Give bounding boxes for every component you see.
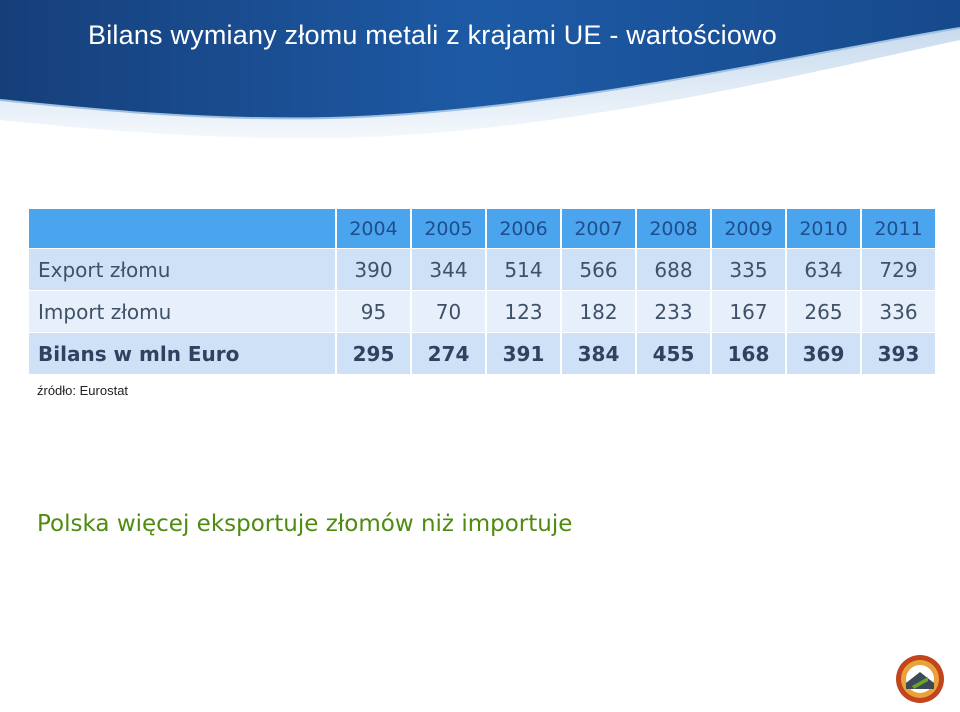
table-cell: 369 <box>787 333 860 375</box>
table-cell: 274 <box>412 333 485 375</box>
table-cell: 335 <box>712 249 785 291</box>
conclusion-text: Polska więcej eksportuje złomów niż impo… <box>37 511 573 537</box>
year-header: 2011 <box>862 209 935 249</box>
table-cell: 167 <box>712 291 785 333</box>
table-cell: 455 <box>637 333 710 375</box>
table-row-balance: Bilans w mln Euro 295 274 391 384 455 16… <box>29 333 935 375</box>
year-header: 2009 <box>712 209 785 249</box>
table-cell: 265 <box>787 291 860 333</box>
table-row-export: Export złomu 390 344 514 566 688 335 634… <box>29 249 935 291</box>
table-cell: 295 <box>337 333 410 375</box>
source-note: źródło: Eurostat <box>37 383 129 398</box>
table-cell: 566 <box>562 249 635 291</box>
year-header: 2010 <box>787 209 860 249</box>
year-header: 2005 <box>412 209 485 249</box>
table-cell: 344 <box>412 249 485 291</box>
table-cell: 390 <box>337 249 410 291</box>
table-row-import: Import złomu 95 70 123 182 233 167 265 3… <box>29 291 935 333</box>
table-cell: 168 <box>712 333 785 375</box>
scrap-trade-table: 2004 2005 2006 2007 2008 2009 2010 2011 … <box>27 209 937 375</box>
table-cell: 729 <box>862 249 935 291</box>
table-cell: 233 <box>637 291 710 333</box>
year-header: 2007 <box>562 209 635 249</box>
table-cell: 123 <box>487 291 560 333</box>
table-cell: 336 <box>862 291 935 333</box>
table-cell: 391 <box>487 333 560 375</box>
table-corner-cell <box>29 209 335 249</box>
slide-title: Bilans wymiany złomu metali z krajami UE… <box>88 20 777 50</box>
header-wave-graphic <box>0 0 960 139</box>
company-logo-icon <box>896 655 944 703</box>
table-cell: 384 <box>562 333 635 375</box>
table-cell: 95 <box>337 291 410 333</box>
table-cell: 688 <box>637 249 710 291</box>
year-header: 2006 <box>487 209 560 249</box>
row-label: Bilans w mln Euro <box>29 333 335 375</box>
row-label: Export złomu <box>29 249 335 291</box>
header-band: Bilans wymiany złomu metali z krajami UE… <box>0 0 960 150</box>
table-cell: 634 <box>787 249 860 291</box>
year-header: 2004 <box>337 209 410 249</box>
table-cell: 514 <box>487 249 560 291</box>
table-cell: 393 <box>862 333 935 375</box>
table-cell: 182 <box>562 291 635 333</box>
row-label: Import złomu <box>29 291 335 333</box>
year-header: 2008 <box>637 209 710 249</box>
table-header-row: 2004 2005 2006 2007 2008 2009 2010 2011 <box>29 209 935 249</box>
table-cell: 70 <box>412 291 485 333</box>
